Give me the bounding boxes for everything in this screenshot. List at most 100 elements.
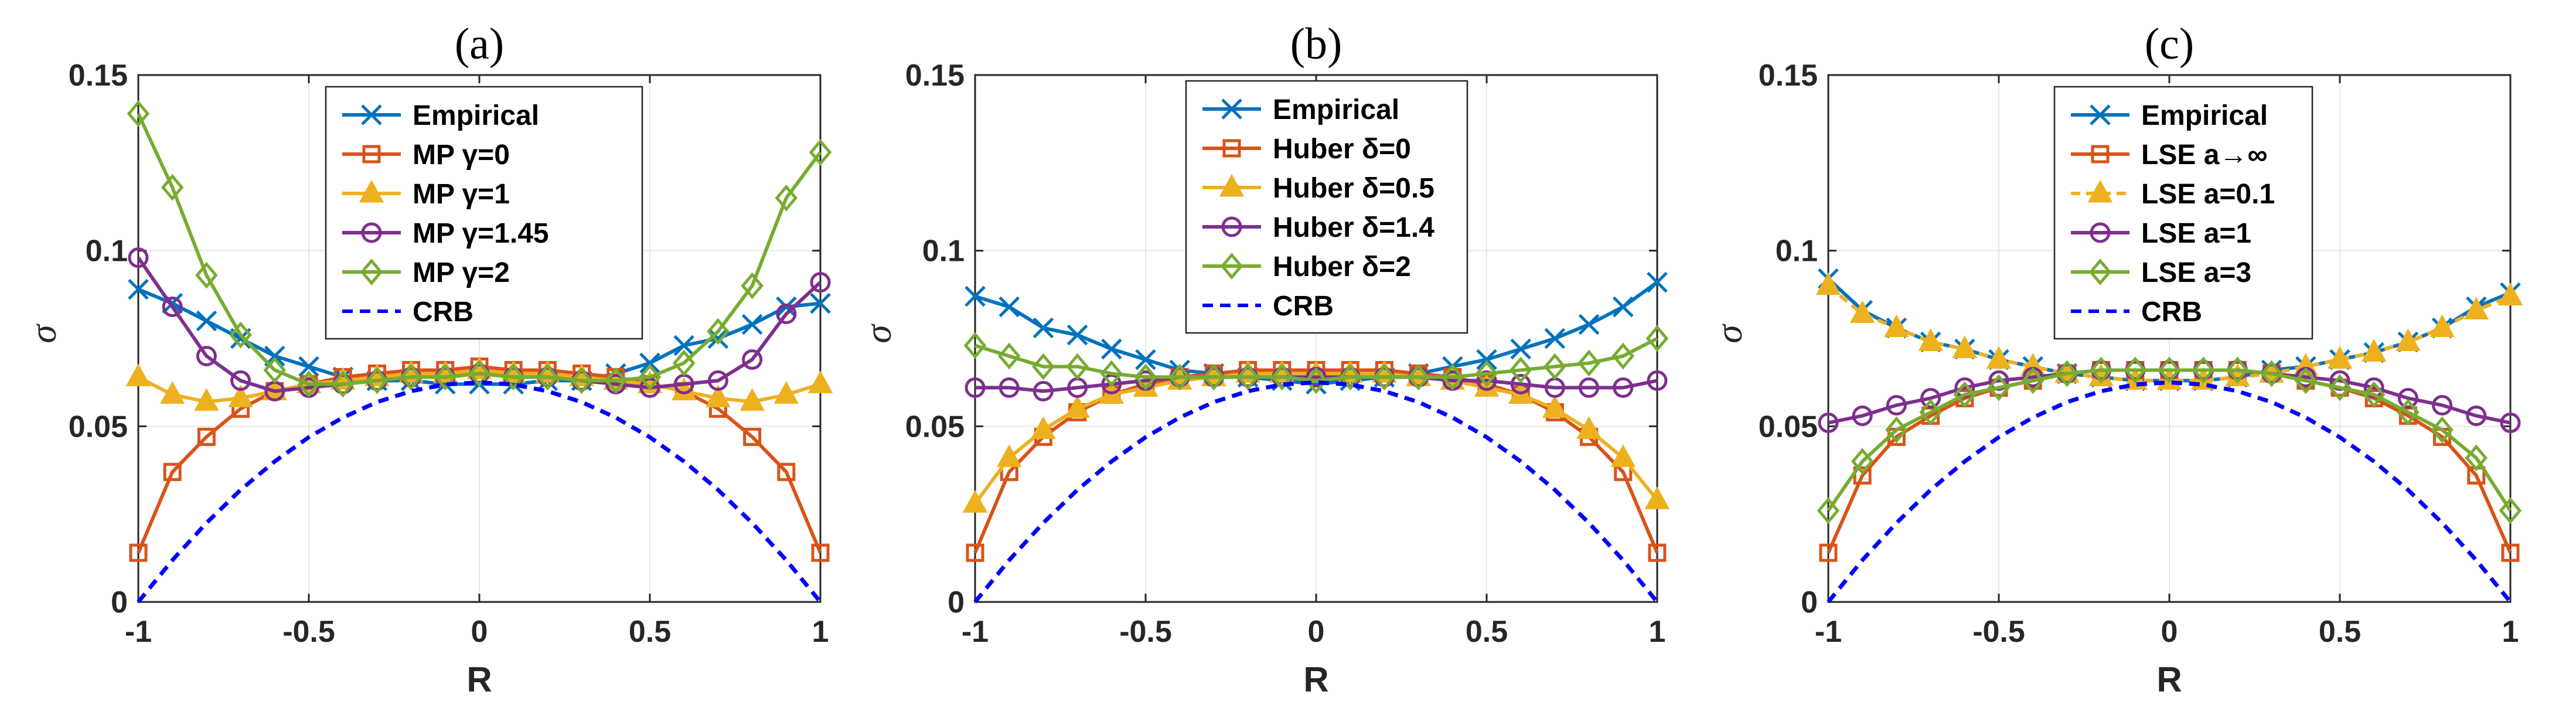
y-tick-label: 0.1 xyxy=(1776,234,1818,268)
data-point xyxy=(163,462,182,481)
data-point xyxy=(230,370,251,391)
data-point xyxy=(1613,377,1634,398)
data-point xyxy=(2432,394,2453,416)
data-point xyxy=(366,367,389,394)
legend-label: CRB xyxy=(1273,291,1334,322)
x-tick-label: 0.5 xyxy=(629,615,671,649)
data-point xyxy=(1613,296,1634,318)
y-tick-label: 0.05 xyxy=(1759,410,1818,444)
data-point xyxy=(229,321,252,349)
data-point xyxy=(1236,363,1259,391)
data-point xyxy=(1031,416,1056,439)
marker-stroke xyxy=(128,278,149,300)
marker-stroke xyxy=(1135,349,1156,370)
data-point xyxy=(962,489,988,513)
data-point xyxy=(195,261,218,289)
data-point xyxy=(963,332,987,359)
ticks: -1 -0.5 0 0.5 1 0 0.05 0.1 0.15 xyxy=(1759,59,2519,649)
legend: Empirical MP γ=0 MP γ=1 MP γ=1.45 MP γ=2 CRB xyxy=(325,86,643,340)
data-point xyxy=(1852,405,1873,426)
legend-item: MP γ=1.45 xyxy=(342,218,549,249)
data-point xyxy=(2501,543,2520,562)
data-point xyxy=(1373,363,1396,391)
data-point xyxy=(1884,314,1909,338)
data-point xyxy=(1100,360,1123,387)
data-point xyxy=(2361,339,2387,362)
plot-area xyxy=(125,100,833,604)
marker-stroke xyxy=(639,352,660,374)
data-point xyxy=(162,297,183,318)
data-point xyxy=(196,345,217,366)
data-point xyxy=(807,370,833,393)
data-point xyxy=(774,381,799,404)
series-4 xyxy=(127,100,832,398)
marker-stroke xyxy=(1033,317,1054,339)
data-point xyxy=(2158,356,2181,384)
data-point xyxy=(996,444,1022,467)
legend-swatch-marker xyxy=(1222,139,1241,158)
ticks: -1 -0.5 0 0.5 1 0 0.05 0.1 0.15 xyxy=(69,59,829,649)
x-tick-label: -1 xyxy=(125,615,152,649)
data-point xyxy=(742,349,763,370)
x-tick-label: -1 xyxy=(962,615,989,649)
data-point xyxy=(2431,416,2454,444)
data-point xyxy=(1476,349,1497,370)
marker-stroke xyxy=(707,328,729,349)
legend-item: Huber δ=2 xyxy=(1202,251,1411,283)
data-point xyxy=(2466,405,2487,426)
data-point xyxy=(128,278,149,300)
data-point xyxy=(331,370,355,398)
data-point xyxy=(811,543,830,562)
series-line xyxy=(975,375,1658,393)
data-point xyxy=(2396,328,2421,351)
data-point xyxy=(1168,363,1191,391)
data-point xyxy=(1338,363,1362,391)
y-axis-label: σ xyxy=(1708,324,1750,343)
data-point xyxy=(604,367,628,394)
data-point xyxy=(2362,381,2386,409)
panel-title: (c) xyxy=(2145,19,2194,69)
data-point xyxy=(502,363,525,391)
legend-item: CRB xyxy=(1202,291,1334,322)
data-point xyxy=(673,335,694,356)
data-point xyxy=(1304,367,1328,394)
data-point xyxy=(707,318,730,345)
data-point xyxy=(2497,283,2523,306)
legend-swatch-marker xyxy=(1220,253,1243,280)
legend-label: LSE a=3 xyxy=(2141,257,2251,288)
legend-label: Huber δ=0.5 xyxy=(1273,173,1434,204)
data-point xyxy=(639,352,660,374)
legend-item: LSE a=1 xyxy=(2071,218,2251,249)
legend-item: Empirical xyxy=(2071,100,2268,131)
data-point xyxy=(999,296,1020,318)
legend: Empirical Huber δ=0 Huber δ=0.5 Huber δ=1.4… xyxy=(1185,80,1468,334)
data-point xyxy=(2090,356,2112,384)
data-point xyxy=(1101,338,1122,360)
data-point xyxy=(129,543,148,562)
series-5 xyxy=(973,380,1659,604)
series-5 xyxy=(137,380,822,604)
legend-label: MP γ=2 xyxy=(413,257,510,288)
data-point xyxy=(1542,395,1568,418)
legend-item: MP γ=2 xyxy=(342,257,510,288)
legend-swatch-marker xyxy=(1221,98,1242,120)
data-point xyxy=(1647,271,1668,293)
plot-area xyxy=(962,271,1670,604)
data-point xyxy=(1819,543,1838,562)
data-point xyxy=(434,363,457,391)
data-point xyxy=(1510,373,1531,394)
legend-label: CRB xyxy=(413,297,473,328)
series-4 xyxy=(1817,356,2522,525)
data-point xyxy=(775,184,798,212)
legend-label: LSE a=1 xyxy=(2141,218,2251,249)
data-point xyxy=(1544,328,1566,349)
legend-label: Huber δ=1.4 xyxy=(1273,212,1434,243)
data-point xyxy=(1510,338,1531,360)
data-point xyxy=(965,285,986,307)
data-point xyxy=(1610,444,1636,467)
legend-swatch-marker xyxy=(359,179,384,203)
marker-stroke xyxy=(741,314,763,335)
data-point xyxy=(1885,416,1908,444)
data-point xyxy=(1576,416,1602,439)
